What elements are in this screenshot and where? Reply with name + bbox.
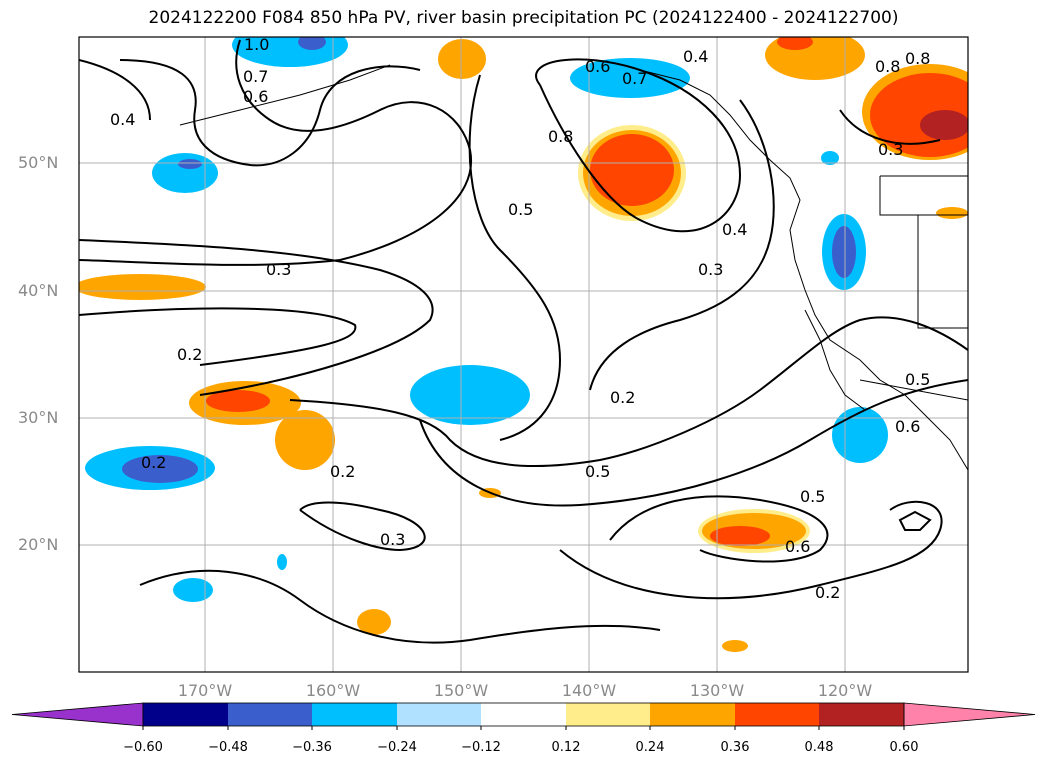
contour-label: 0.7 <box>243 67 268 86</box>
map-frame <box>78 36 969 673</box>
colorbar-extend-max <box>903 702 1036 727</box>
contour-label: 0.2 <box>330 462 355 481</box>
contour-label: 0.8 <box>548 127 573 146</box>
contour-label: 0.2 <box>141 453 166 472</box>
longitude-label: 140°W <box>562 681 617 700</box>
contour-label: 0.3 <box>878 140 903 159</box>
pv-contours <box>79 39 968 644</box>
colorbar-extend-min <box>11 702 144 727</box>
colorbar-tick-label: 0.48 <box>805 740 834 755</box>
contour-label: 0.8 <box>905 49 930 68</box>
latitude-labels: 50°N 40°N 30°N 20°N <box>18 153 58 554</box>
contour-label: 0.5 <box>585 462 610 481</box>
contour-label: 0.2 <box>177 345 202 364</box>
map-background <box>79 37 968 672</box>
colorbar-tick-label: 0.12 <box>552 740 581 755</box>
contour-label: 0.2 <box>815 583 840 602</box>
colorbar-tick-label: −0.24 <box>377 740 417 755</box>
colorbar-segment <box>312 703 397 726</box>
colorbar-tick-labels: −0.60 −0.48 −0.36 −0.24 −0.12 0.12 0.24 … <box>123 740 918 755</box>
contour-label: 0.5 <box>800 487 825 506</box>
colorbar-segment <box>566 703 650 726</box>
contour-label: 1.0 <box>244 35 269 54</box>
contour-label: 0.6 <box>785 537 810 556</box>
colorbar-tick-label: −0.60 <box>123 740 163 755</box>
colorbar-frame <box>142 702 905 727</box>
latitude-label: 20°N <box>18 535 58 554</box>
contour-label: 0.5 <box>905 370 930 389</box>
latitude-label: 40°N <box>18 281 58 300</box>
contour-label: 0.7 <box>622 69 647 88</box>
contour-label: 0.4 <box>110 110 135 129</box>
colorbar-segment <box>735 703 819 726</box>
colorbar-segment <box>397 703 481 726</box>
contour-label: 0.4 <box>683 47 708 66</box>
colorbar-segment <box>143 703 228 726</box>
longitude-label: 150°W <box>434 681 489 700</box>
colorbar-segment <box>481 703 566 726</box>
longitude-label: 120°W <box>818 681 873 700</box>
contour-label: 0.3 <box>266 260 291 279</box>
map-gridlines <box>79 37 968 672</box>
contour-labels: 1.0 0.8 0.7 0.6 0.4 0.6 0.7 0.4 0.8 0.5 … <box>110 35 930 602</box>
colorbar-segment <box>819 703 904 726</box>
latitude-label: 50°N <box>18 153 58 172</box>
longitude-label: 170°W <box>178 681 233 700</box>
colorbar-tick-label: −0.12 <box>461 740 501 755</box>
contour-label: 0.6 <box>585 57 610 76</box>
contour-label: 0.8 <box>875 57 900 76</box>
contour-label: 0.4 <box>722 220 747 239</box>
contour-label: 0.6 <box>243 87 268 106</box>
longitude-labels: 170°W 160°W 150°W 140°W 130°W 120°W <box>178 681 873 700</box>
contour-label: 0.6 <box>895 417 920 436</box>
colorbar-segment <box>650 703 735 726</box>
colorbar-tick-label: 0.36 <box>721 740 750 755</box>
longitude-label: 130°W <box>690 681 745 700</box>
contour-label: 0.3 <box>698 260 723 279</box>
map-title: 2024122200 F084 850 hPa PV, river basin … <box>148 8 899 28</box>
colorbar-segment <box>228 703 312 726</box>
contour-label: 0.2 <box>610 388 635 407</box>
colorbar-tick-label: 0.60 <box>890 740 919 755</box>
colorbar-tick-label: −0.36 <box>292 740 332 755</box>
colorbar-tick-label: 0.24 <box>636 740 665 755</box>
colorbar <box>11 702 1036 730</box>
latitude-label: 30°N <box>18 408 58 427</box>
contour-label: 0.3 <box>380 530 405 549</box>
longitude-label: 160°W <box>306 681 361 700</box>
contour-label: 0.5 <box>508 200 533 219</box>
colorbar-tick-label: −0.48 <box>208 740 248 755</box>
